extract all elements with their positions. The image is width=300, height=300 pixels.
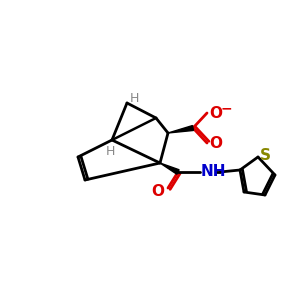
Text: O: O [209,136,222,151]
Polygon shape [168,125,194,133]
Text: S: S [260,148,271,163]
Text: NH: NH [201,164,226,179]
Text: −: − [221,101,232,115]
Text: O: O [152,184,164,199]
Text: O: O [209,106,222,121]
Polygon shape [160,163,179,174]
Text: H: H [130,92,140,106]
Text: H: H [105,145,115,158]
